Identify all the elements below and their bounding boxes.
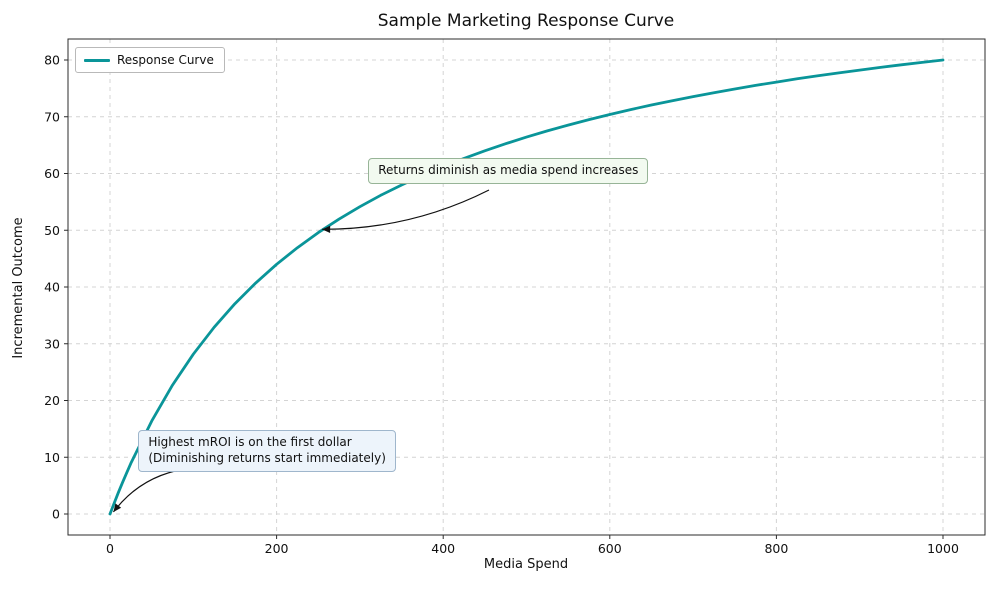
legend: Response Curve bbox=[75, 47, 225, 73]
y-tick-label: 40 bbox=[44, 280, 60, 295]
chart-title: Sample Marketing Response Curve bbox=[378, 11, 674, 31]
y-tick-label: 30 bbox=[44, 336, 60, 351]
y-tick-label: 0 bbox=[52, 507, 60, 522]
annotation-text-line: (Diminishing returns start immediately) bbox=[148, 450, 386, 465]
y-axis-label: Incremental Outcome bbox=[11, 217, 26, 358]
y-tick-label: 60 bbox=[44, 166, 60, 181]
x-axis-label: Media Spend bbox=[484, 557, 568, 572]
annotation-diminishing-returns: Returns diminish as media spend increase… bbox=[368, 158, 649, 184]
annotation-text-line: Returns diminish as media spend increase… bbox=[378, 163, 639, 178]
y-tick-label: 70 bbox=[44, 109, 60, 124]
x-tick-label: 600 bbox=[598, 541, 622, 556]
response-curve-line bbox=[108, 58, 945, 516]
y-tick-label: 10 bbox=[44, 450, 60, 465]
y-tick-label: 20 bbox=[44, 393, 60, 408]
y-tick-label: 80 bbox=[44, 53, 60, 68]
chart-generated-layer: 0 200 400 600 800 1000 0 10 20 30 40 50 60 70 80 bbox=[44, 38, 986, 556]
legend-label: Response Curve bbox=[117, 53, 214, 67]
annotation-arrow bbox=[322, 189, 490, 230]
legend-line-sample bbox=[84, 58, 110, 62]
x-tick-label: 1000 bbox=[927, 541, 959, 556]
x-tick-label: 400 bbox=[431, 541, 455, 556]
annotation-arrowhead bbox=[322, 225, 331, 233]
x-tick-label: 200 bbox=[265, 541, 289, 556]
x-tick-label: 800 bbox=[764, 541, 788, 556]
annotation-arrowhead bbox=[113, 503, 122, 512]
annotation-highest-mroi: Highest mROI is on the first dollar (Dim… bbox=[138, 430, 396, 472]
x-tick-label: 0 bbox=[106, 541, 114, 556]
annotation-text-line: Highest mROI is on the first dollar bbox=[148, 435, 352, 449]
y-tick-label: 50 bbox=[44, 223, 60, 238]
